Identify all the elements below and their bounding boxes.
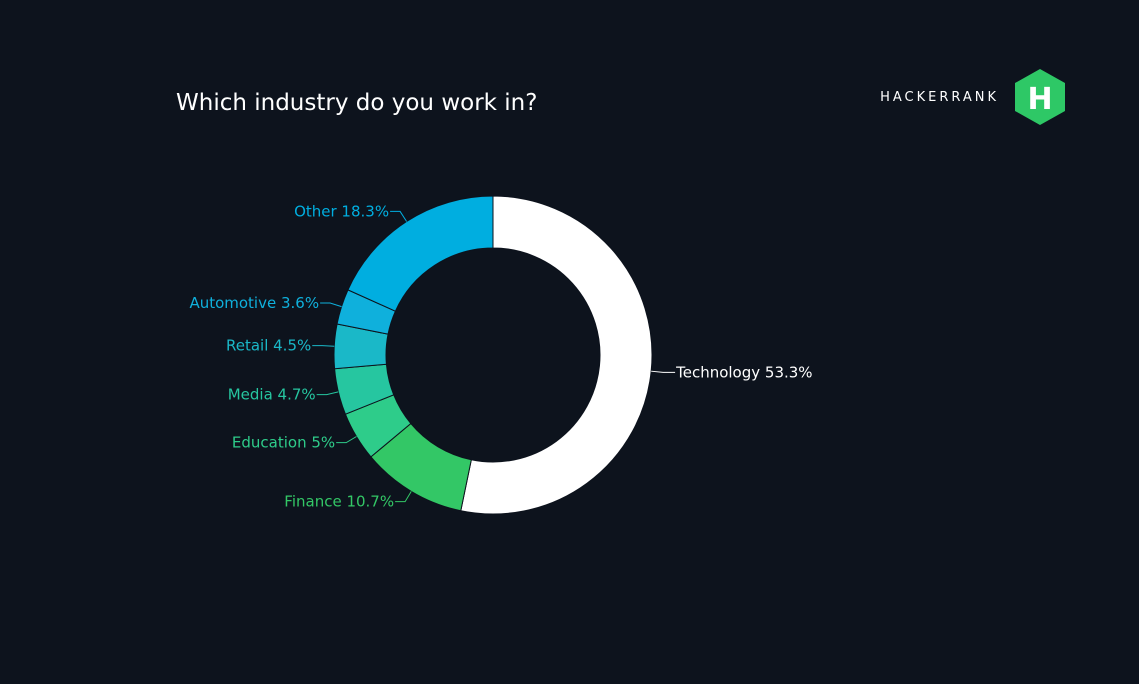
slice-label-automotive: Automotive 3.6% <box>189 294 319 312</box>
slice-label-media: Media 4.7% <box>228 386 316 404</box>
leader-line-education <box>336 436 357 444</box>
brand-wordmark: HACKERRANK <box>880 89 999 105</box>
logo-hexagon <box>1015 69 1065 125</box>
hackerrank-logo-icon: H <box>1013 68 1067 126</box>
brand: HACKERRANK H <box>880 68 1067 126</box>
leader-line-technology <box>651 370 676 373</box>
leader-line-automotive <box>320 302 342 308</box>
chart-title: Which industry do you work in? <box>176 90 538 116</box>
slice-label-education: Education 5% <box>232 434 335 452</box>
leader-line-other <box>390 210 408 222</box>
slice-label-other: Other 18.3% <box>294 202 389 220</box>
slice-label-technology: Technology 53.3% <box>675 363 812 381</box>
slice-other <box>347 195 494 312</box>
leader-line-retail <box>312 345 335 347</box>
slice-label-retail: Retail 4.5% <box>226 337 311 355</box>
slice-technology <box>460 195 653 515</box>
logo-letter: H <box>1027 82 1052 117</box>
slice-label-finance: Finance 10.7% <box>284 493 394 511</box>
leader-line-finance <box>395 491 412 503</box>
leader-line-media <box>316 391 339 396</box>
